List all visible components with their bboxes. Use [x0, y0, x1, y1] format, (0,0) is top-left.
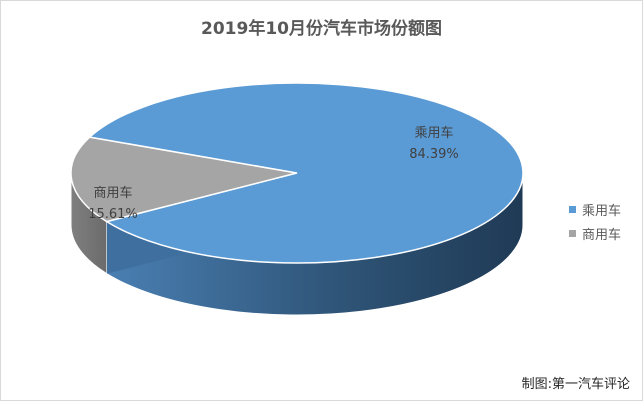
slice-商用车 [70, 136, 298, 223]
legend-item: 商用车 [569, 221, 621, 245]
legend-item: 乘用车 [569, 197, 621, 221]
data-label-value: 15.61% [88, 207, 138, 222]
slice-乘用车 [88, 82, 524, 264]
chart-title: 2019年10月份汽车市场份额图 [201, 19, 442, 39]
data-label-category: 乘用车 [414, 125, 453, 141]
data-label-value: 84.39% [409, 147, 459, 162]
data-label-category: 商用车 [93, 185, 132, 201]
legend-swatch [569, 229, 576, 237]
legend-swatch [569, 205, 576, 213]
legend-label: 乘用车 [582, 203, 622, 219]
source-caption: 制图:第一汽车评论 [521, 377, 630, 392]
legend-label: 商用车 [582, 227, 622, 243]
chart-legend: 乘用车 商用车 [569, 197, 621, 245]
